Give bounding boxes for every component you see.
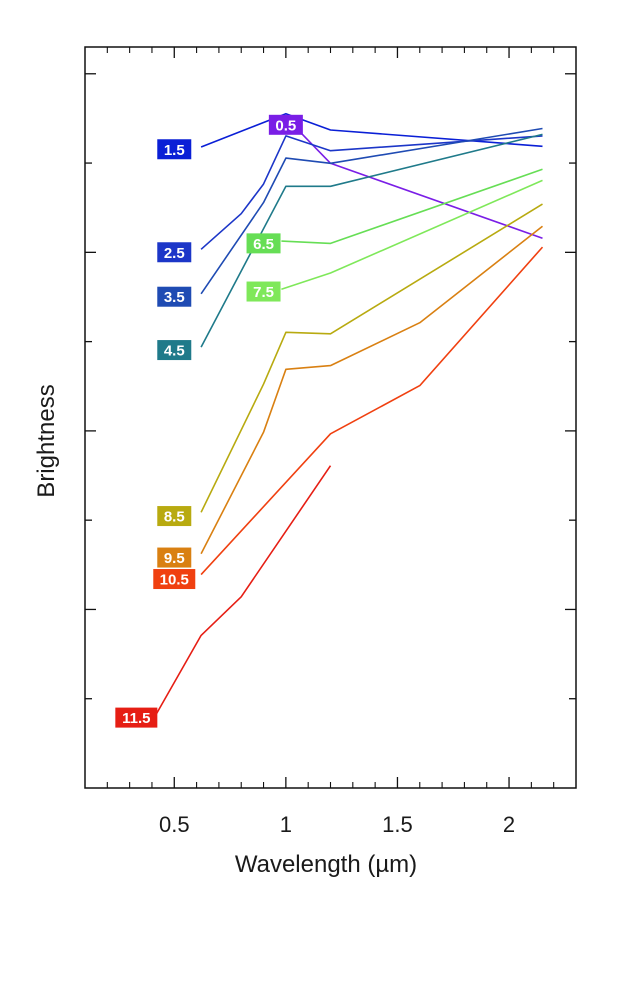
series-label-8.5: 8.5 [157, 506, 192, 527]
series-label-text: 8.5 [164, 509, 185, 526]
series-label-box [246, 281, 281, 302]
plot-frame [84, 46, 577, 789]
series-label-text: 10.5 [160, 572, 189, 589]
series-label-box [268, 114, 303, 135]
series-line-6.5 [281, 168, 543, 245]
series-label-6.5: 6.5 [246, 233, 281, 254]
series-label-box [115, 707, 158, 728]
x-tick-label: 2 [503, 812, 515, 837]
y-axis-label: Brightness [33, 384, 60, 497]
series-label-2.5: 2.5 [157, 242, 192, 263]
series-label-box [157, 547, 192, 568]
series-line-2.5 [200, 135, 543, 250]
series-line-7.5 [281, 179, 543, 291]
series-label-text: 11.5 [122, 710, 150, 727]
series-label-7.5: 7.5 [246, 281, 281, 302]
series-label-text: 9.5 [164, 550, 185, 567]
series-label-text: 6.5 [253, 236, 274, 253]
series-label-box [157, 286, 192, 307]
series-label-box [153, 569, 196, 590]
series-line-4.5 [200, 133, 543, 348]
series-label-11.5: 11.5 [115, 707, 158, 728]
x-axis-label: Wavelength (µm) [235, 851, 417, 878]
series-label-text: 7.5 [253, 284, 274, 301]
series-label-box [246, 233, 281, 254]
series-label-box [157, 139, 192, 160]
x-tick-label: 1 [280, 812, 292, 837]
series-label-text: 3.5 [164, 289, 185, 306]
series-label-0.5: 0.5 [268, 114, 303, 135]
series-line-3.5 [200, 127, 543, 295]
series-label-text: 4.5 [164, 343, 185, 360]
x-tick-label: 1.5 [382, 812, 413, 837]
series-line-10.5 [200, 246, 544, 576]
series-lines [155, 112, 544, 715]
series-label-text: 1.5 [164, 142, 185, 159]
series-label-1.5: 1.5 [157, 139, 192, 160]
series-line-8.5 [200, 203, 543, 513]
series-label-3.5: 3.5 [157, 286, 192, 307]
series-label-box [157, 506, 192, 527]
series-label-box [157, 242, 192, 263]
series-label-9.5: 9.5 [157, 547, 192, 568]
series-labels: 0.5 1.5 2.5 3.5 4.5 6.5 7.5 8.5 9.5 10.5 11.5 [115, 114, 303, 728]
series-label-10.5: 10.5 [153, 569, 196, 590]
series-label-4.5: 4.5 [157, 340, 192, 361]
series-label-box [157, 340, 192, 361]
axis-ticks: 0.5 1 1.5 2 [85, 47, 576, 837]
series-line-9.5 [200, 225, 543, 555]
series-label-text: 0.5 [275, 117, 296, 134]
series-line-11.5 [155, 465, 332, 715]
series-label-text: 2.5 [164, 245, 185, 262]
series-line-1.5 [200, 112, 543, 148]
x-tick-label: 0.5 [159, 812, 190, 837]
